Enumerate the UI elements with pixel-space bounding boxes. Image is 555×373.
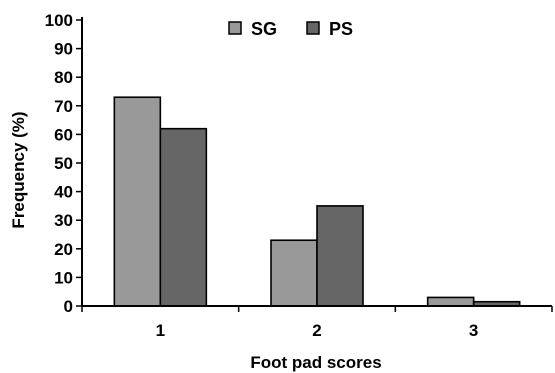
axes — [81, 17, 552, 307]
y-axis-ticks: 0 10 20 30 40 50 60 70 80 90 100 — [45, 11, 82, 316]
bar-ps-1 — [159, 127, 208, 307]
x-tick-label: 2 — [312, 321, 321, 340]
y-tick-label: 30 — [54, 211, 73, 230]
y-tick-label: 80 — [54, 68, 73, 87]
bars — [113, 96, 521, 307]
legend-label-sg: SG — [251, 19, 277, 39]
legend-label-ps: PS — [329, 19, 353, 39]
x-tick-label: 1 — [156, 321, 165, 340]
bar-sg-1 — [113, 96, 162, 307]
bar-ps-2 — [316, 205, 364, 307]
y-tick-label: 20 — [54, 240, 73, 259]
y-tick-label: 90 — [54, 40, 73, 59]
bar-sg-2 — [270, 239, 318, 307]
x-axis-ticks: 1 2 3 — [81, 306, 553, 340]
legend-swatch-sg — [228, 21, 242, 35]
x-tick-label: 3 — [469, 321, 478, 340]
y-tick-label: 50 — [54, 154, 73, 173]
y-tick-label: 70 — [54, 97, 73, 116]
y-tick-label: 100 — [45, 11, 73, 30]
legend-swatch-ps — [306, 21, 320, 35]
y-tick-label: 0 — [64, 297, 73, 316]
bar-sg-3 — [426, 296, 475, 307]
y-tick-label: 10 — [54, 268, 73, 287]
legend: SG PS — [228, 19, 353, 39]
x-axis-title: Foot pad scores — [250, 353, 381, 372]
y-tick-label: 60 — [54, 125, 73, 144]
y-tick-label: 40 — [54, 183, 73, 202]
y-axis-title: Frequency (%) — [9, 111, 28, 228]
